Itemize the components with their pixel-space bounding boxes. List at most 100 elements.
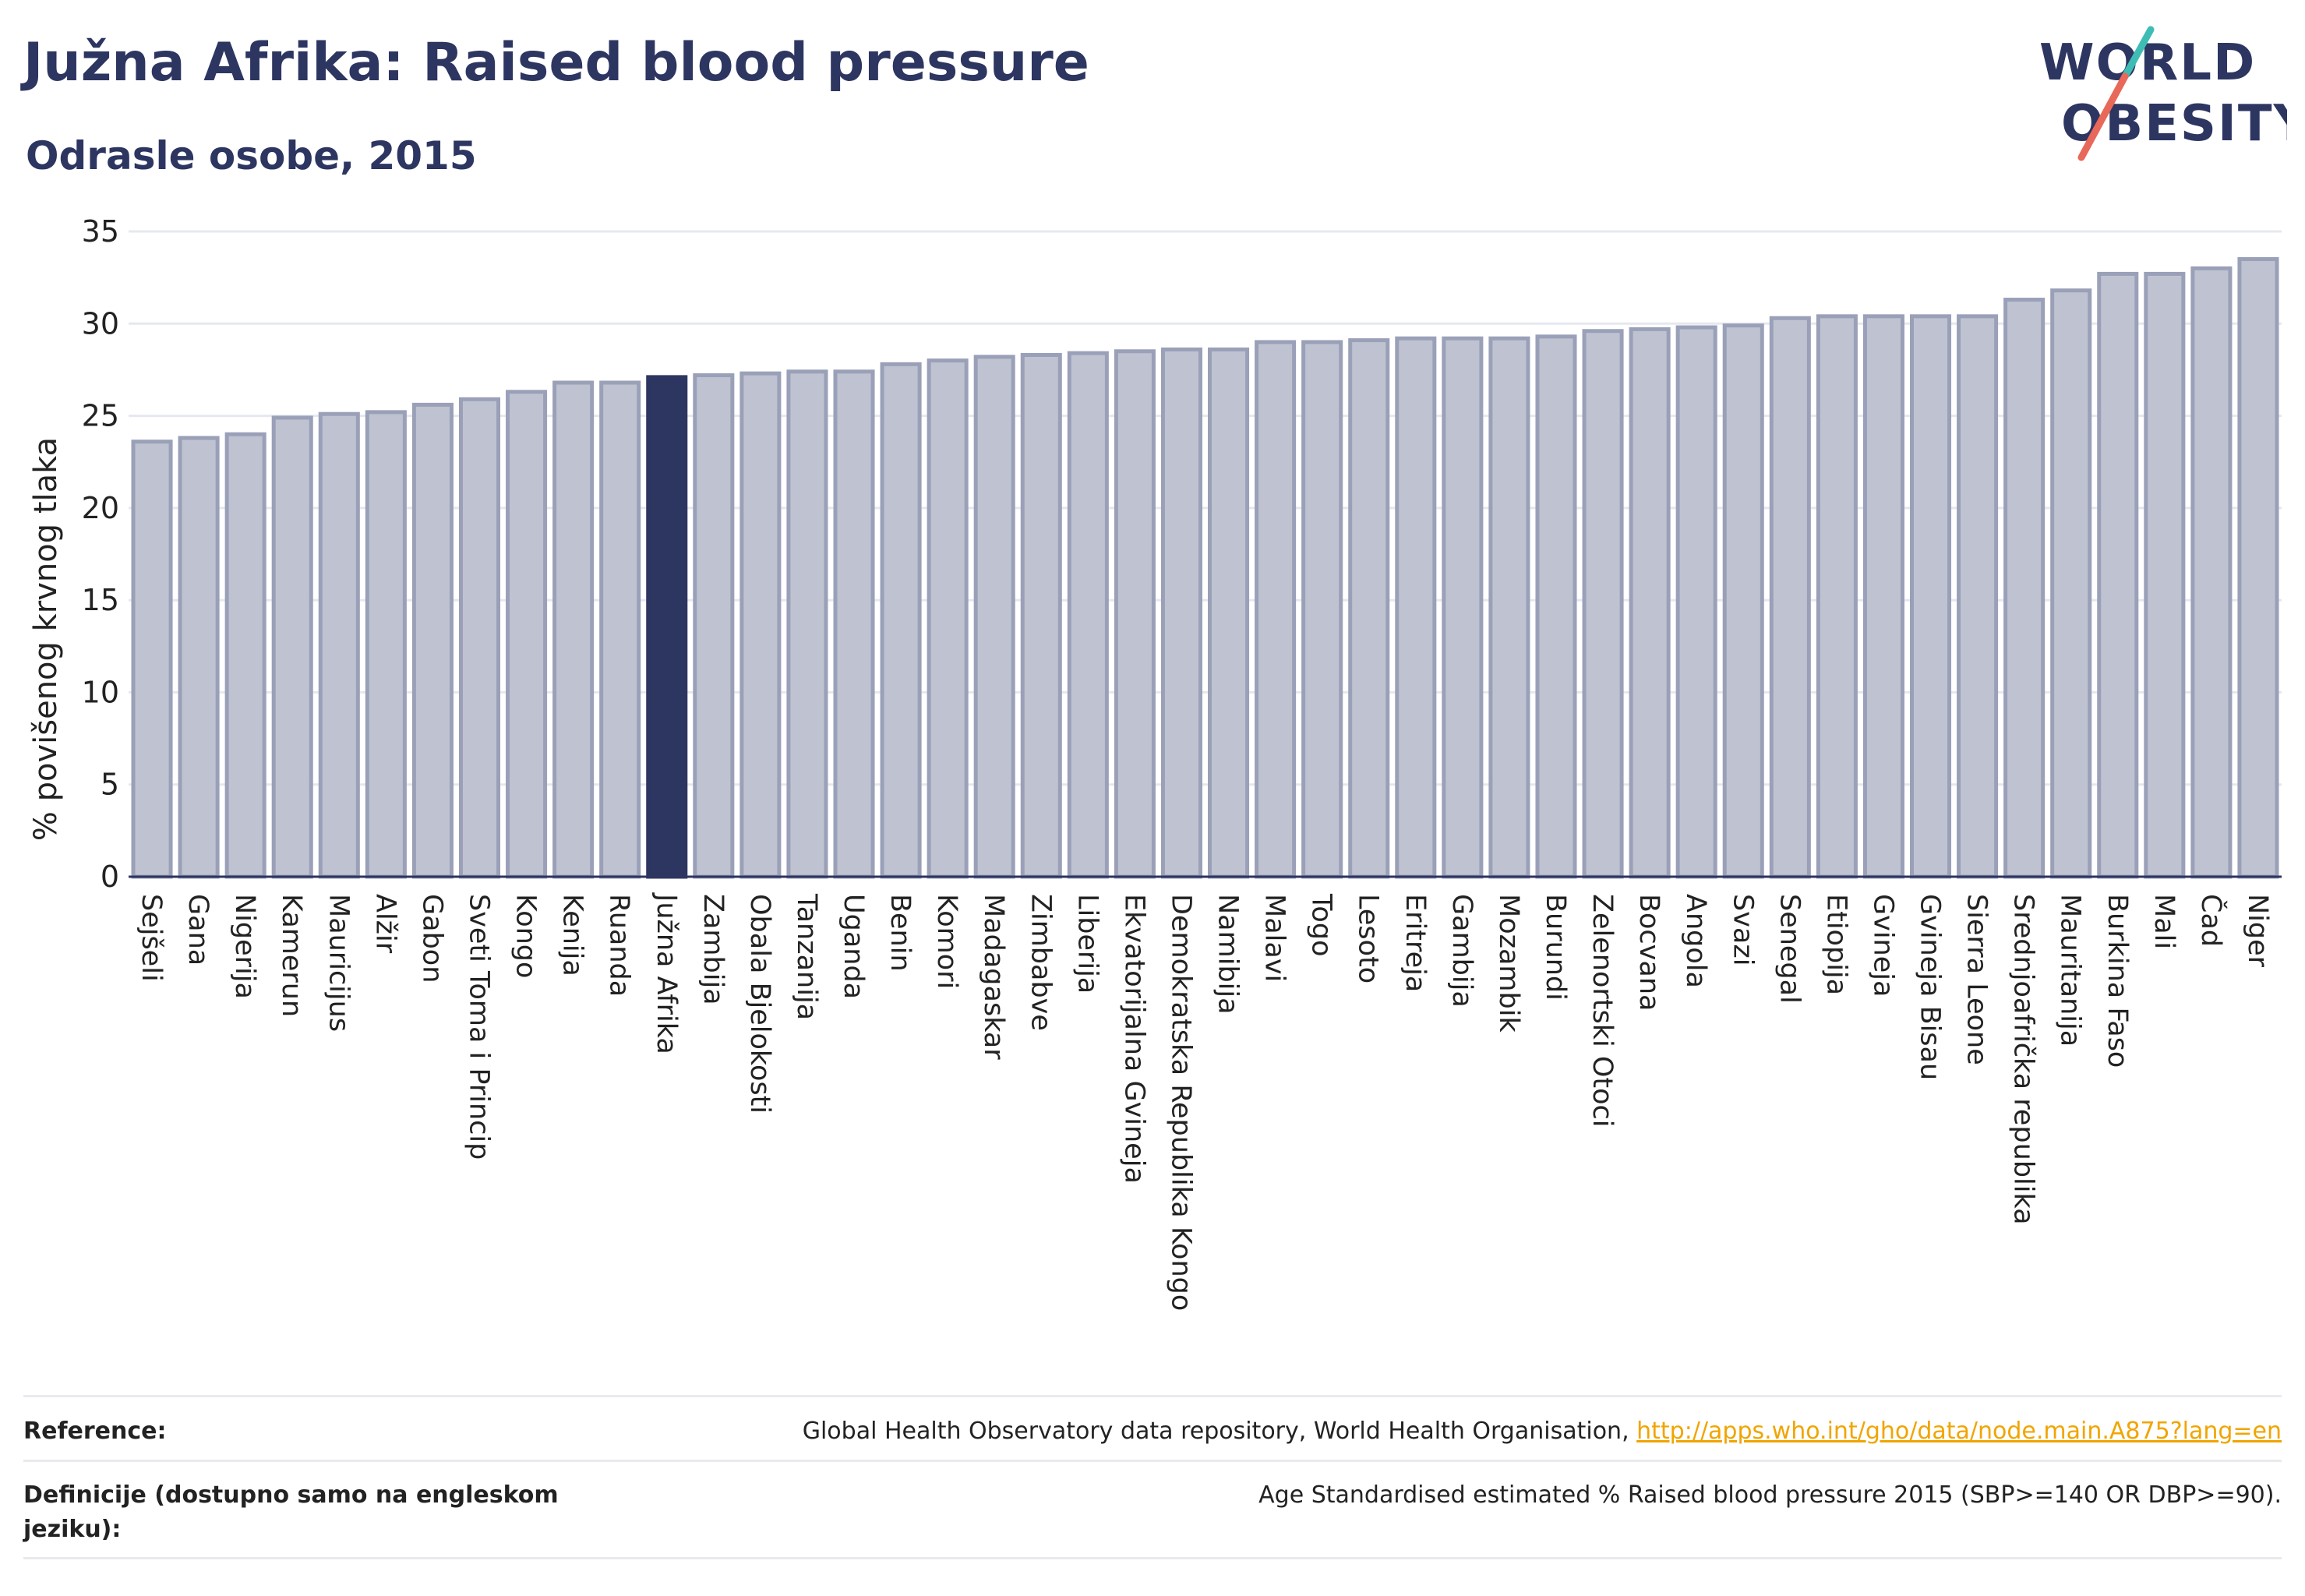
x-tick-label: Burkina Faso <box>2102 894 2133 1068</box>
x-tick-label: Zimbabve <box>1025 894 1056 1031</box>
bar <box>880 362 922 879</box>
bar <box>1301 340 1343 879</box>
bar <box>693 373 735 879</box>
x-tick-label: Kamerun <box>276 894 307 1017</box>
x-tick-label: Zelenortski Otoci <box>1587 894 1618 1127</box>
x-tick-label: Nigerija <box>229 894 260 999</box>
x-tick-label: Gvineja Bisau <box>1915 894 1946 1080</box>
x-tick-label: Srednjoafrička republika <box>2008 894 2039 1225</box>
x-tick-label: Ruanda <box>604 894 635 997</box>
footer-divider-middle <box>23 1460 2282 1462</box>
bar <box>458 397 501 879</box>
bar <box>178 436 220 879</box>
x-tick-label: Mozambik <box>1493 894 1524 1033</box>
bar <box>1208 347 1250 879</box>
x-tick-label: Togo <box>1306 893 1337 956</box>
y-axis-label: % povišenog krvnog tlaka <box>28 437 64 841</box>
x-tick-label: Madagaskar <box>978 894 1009 1060</box>
x-tick-label: Malavi <box>1259 894 1290 982</box>
x-tick-label: Tanzanija <box>791 893 822 1020</box>
x-tick-label: Bocvana <box>1633 894 1664 1011</box>
y-tick-labels: 0 5 10 15 20 25 30 35 <box>82 214 119 894</box>
bar <box>224 432 267 879</box>
x-tick-label: Komori <box>931 894 962 989</box>
bar <box>1348 338 1390 879</box>
logo-line1: WORLD <box>2039 34 2256 92</box>
bar <box>1909 314 1952 879</box>
bar <box>2003 298 2046 879</box>
bar <box>1442 336 1484 879</box>
y-tick-label: 20 <box>82 491 119 525</box>
bar <box>2050 288 2092 879</box>
definition-row: Definicije (dostupno samo na engleskom j… <box>23 1478 2282 1546</box>
reference-row: Reference: Global Health Observatory dat… <box>23 1414 2282 1449</box>
bar <box>1957 314 1999 879</box>
bar <box>1582 329 1624 879</box>
world-obesity-logo: WORLD OBESITY <box>2039 26 2287 161</box>
bar-highlighted <box>646 375 688 879</box>
bar <box>1114 349 1156 879</box>
x-tick-label: Zambija <box>697 894 729 1005</box>
x-tick-label: Burundi <box>1540 894 1571 1001</box>
y-tick-label: 0 <box>101 860 119 894</box>
bar <box>2097 271 2139 879</box>
x-tick-label: Gvineja <box>1867 894 1898 997</box>
logo-slash-teal <box>2121 26 2155 80</box>
x-tick-label: Gambija <box>1446 894 1477 1008</box>
y-tick-label: 10 <box>82 675 119 709</box>
bar <box>1722 323 1764 879</box>
bar <box>927 358 969 879</box>
x-tick-label: Svazi <box>1727 894 1758 966</box>
x-tick-label: Sierra Leone <box>1961 894 1993 1065</box>
x-tick-label: Obala Bjelokosti <box>744 894 775 1114</box>
logo-slash-red <box>2077 72 2129 161</box>
bar-chart: 0 5 10 15 20 25 30 35 Sejšeli Gana Nigerija Kameru… <box>28 214 2282 1311</box>
bar <box>131 440 173 879</box>
bar <box>365 410 407 879</box>
reference-label: Reference: <box>23 1418 167 1445</box>
x-tick-label: Benin <box>884 894 916 972</box>
bar <box>1020 353 1062 879</box>
bar <box>2144 271 2186 879</box>
x-tick-label: Sejšeli <box>136 894 167 982</box>
bar <box>1395 336 1437 879</box>
bar <box>271 415 313 879</box>
x-tick-label: Gabon <box>416 894 447 983</box>
reference-link[interactable]: http://apps.who.int/gho/data/node.main.A… <box>1636 1418 2282 1445</box>
x-category-labels: Sejšeli Gana Nigerija Kamerun Mauricijus Alži… <box>136 892 2273 1311</box>
bar <box>1629 327 1671 879</box>
chart-title: Južna Afrika: Raised blood pressure <box>23 32 1089 94</box>
bar <box>740 371 782 879</box>
x-tick-label: Čad <box>2195 894 2228 947</box>
bar <box>552 380 595 879</box>
chart-subtitle: Odrasle osobe, 2015 <box>26 133 477 178</box>
x-tick-label: Mauritanija <box>2055 894 2086 1047</box>
bar <box>2190 266 2233 879</box>
x-tick-label: Etiopija <box>1820 894 1851 995</box>
y-tick-label: 5 <box>101 768 119 802</box>
bar <box>599 380 641 879</box>
reference-value: Global Health Observatory data repositor… <box>803 1414 2282 1449</box>
bar <box>973 355 1015 879</box>
definition-label: Definicije (dostupno samo na engleskom j… <box>23 1481 559 1543</box>
bar <box>1067 351 1109 879</box>
x-tick-label: Mali <box>2148 894 2180 949</box>
bar <box>1488 336 1530 879</box>
bar <box>1535 334 1577 879</box>
bar <box>318 411 360 879</box>
x-tick-label: Eritreja <box>1400 894 1431 992</box>
bar <box>1255 340 1297 879</box>
bar <box>1816 314 1858 879</box>
reference-text: Global Health Observatory data repositor… <box>802 1418 1637 1445</box>
bar <box>506 390 548 879</box>
x-tick-label: Angola <box>1680 894 1711 988</box>
bar <box>2237 256 2279 879</box>
bar <box>786 369 828 879</box>
bar <box>1862 314 1904 879</box>
bar <box>411 402 454 879</box>
x-tick-label: Ekvatorijalna Gvineja <box>1118 894 1149 1184</box>
bar <box>1675 325 1717 879</box>
y-tick-label: 35 <box>82 214 119 249</box>
x-tick-label: Namibija <box>1213 894 1244 1015</box>
x-tick-label: Liberija <box>1071 894 1103 994</box>
